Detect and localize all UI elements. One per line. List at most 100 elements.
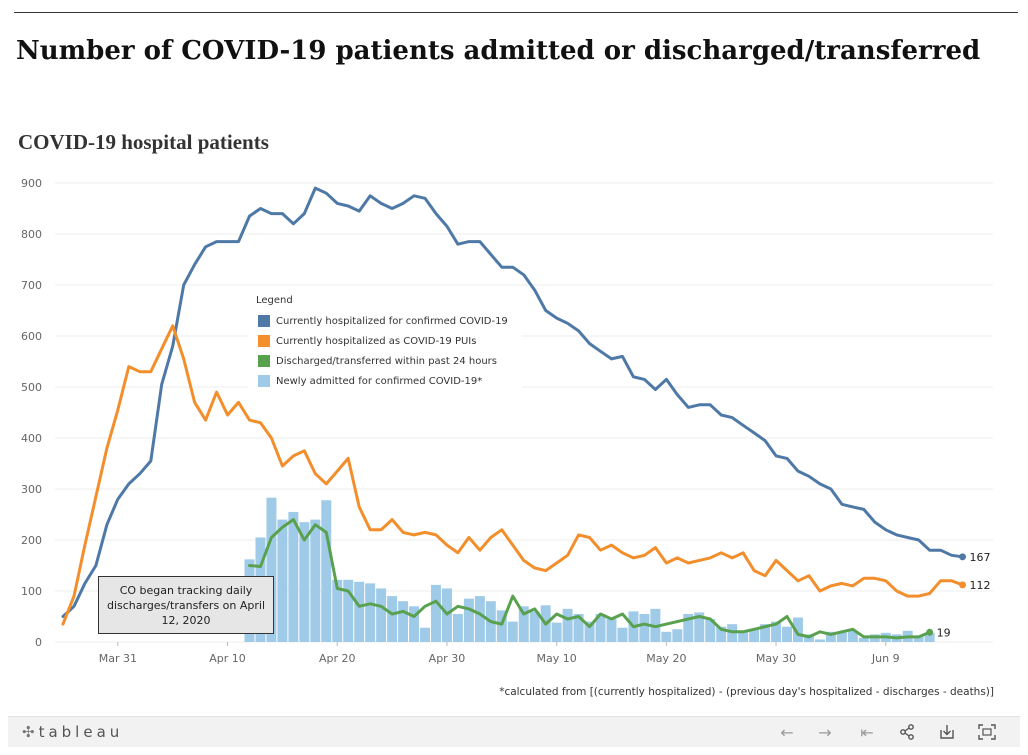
y-tick-label: 900 [21,177,42,190]
admitted-bar [474,596,485,642]
chart-title: COVID-19 hospital patients [18,130,269,154]
admitted-bar [387,596,398,642]
admitted-bar [277,519,288,642]
admitted-bar [617,627,628,642]
admitted-bar [507,621,518,642]
admitted-bar [825,631,836,642]
x-tick-label: Mar 31 [99,652,137,665]
discharged-end-point [926,628,934,636]
admitted-bar [738,630,749,642]
admitted-bar [694,612,705,642]
admitted-bar [343,579,354,642]
admitted-bar [661,631,672,642]
admitted-bar [913,635,924,642]
x-tick-label: May 30 [756,652,796,665]
pui-line [61,324,964,626]
admitted-bar [332,579,343,642]
legend-item-admitted[interactable]: Newly admitted for confirmed COVID-19* [254,371,516,391]
confirmed-end-label: 167 [970,551,991,564]
legend-item-discharged[interactable]: Discharged/transferred within past 24 ho… [254,351,516,371]
legend-label-admitted: Newly admitted for confirmed COVID-19* [276,375,483,387]
footnote: *calculated from [(currently hospitalize… [499,686,994,698]
admitted-bar [420,627,430,642]
tableau-logo[interactable]: ✣ tableau [22,723,123,741]
admitted-bar [584,621,595,642]
discharged-line [248,518,932,640]
admitted-bar [266,497,277,642]
admitted-bar [705,619,716,642]
page-title: Number of COVID-19 patients admitted or … [16,36,981,66]
download-icon[interactable] [934,721,960,743]
tableau-cross-icon: ✣ [22,723,35,741]
top-divider [14,12,1018,13]
legend-swatch-discharged [258,355,270,367]
undo-icon[interactable]: ← [780,722,794,742]
admitted-bar [551,622,562,642]
admitted-bar [354,581,365,642]
y-tick-label: 500 [21,381,42,394]
pui-end-point [959,581,967,589]
admitted-bar [573,613,584,642]
tableau-wordmark: tableau [38,723,124,741]
legend: Legend Currently hospitalized for confir… [248,291,522,397]
share-icon[interactable] [894,721,920,743]
admitted-bar [288,511,299,642]
admitted-bar [299,522,310,642]
admitted-bar [496,610,507,642]
x-tick-label: Jun 9 [871,652,900,665]
legend-label-pui: Currently hospitalized as COVID-19 PUIs [276,335,477,347]
legend-item-confirmed[interactable]: Currently hospitalized for confirmed COV… [254,311,516,331]
legend-title: Legend [256,295,293,306]
y-tick-label: 800 [21,228,42,241]
x-tick-label: Apr 30 [429,652,466,665]
admitted-bar [672,629,683,642]
admitted-bar [376,588,387,642]
admitted-bar [562,608,573,642]
x-tick-label: Apr 20 [319,652,356,665]
x-tick-label: Apr 10 [209,652,246,665]
y-tick-label: 100 [21,585,42,598]
admitted-bar [716,626,727,642]
admitted-bar [409,606,420,642]
admitted-bar [771,621,782,642]
admitted-bar [452,613,463,642]
admitted-bar [529,611,540,642]
admitted-bar [321,500,332,642]
y-tick-label: 400 [21,432,42,445]
legend-label-discharged: Discharged/transferred within past 24 ho… [276,355,498,367]
fullscreen-icon[interactable] [974,721,1000,743]
pui-end-label: 112 [970,579,991,592]
y-tick-label: 0 [35,636,42,649]
admitted-bar [749,629,760,642]
admitted-bar [924,632,935,642]
discharged-end-label: 19 [937,626,951,639]
admitted-bar [793,617,803,642]
legend-swatch-confirmed [258,315,270,327]
x-tick-label: May 10 [537,652,577,665]
x-tick-label: May 20 [646,652,686,665]
y-tick-label: 600 [21,330,42,343]
legend-item-pui[interactable]: Currently hospitalized as COVID-19 PUIs [254,331,516,351]
admitted-bar [365,583,376,642]
confirmed-end-point [959,553,967,561]
admitted-bar [463,598,474,642]
admitted-bar [310,519,321,642]
redo-icon[interactable]: → [818,722,832,742]
admitted-bar [782,626,793,642]
admitted-bar [847,630,858,642]
legend-swatch-pui [258,335,270,347]
y-tick-label: 200 [21,534,42,547]
tracking-annotation: CO began tracking daily discharges/trans… [98,576,274,634]
revert-icon[interactable]: ⇤ [860,722,874,742]
admitted-bar [430,584,441,642]
y-tick-label: 300 [21,483,42,496]
admitted-bar [606,619,617,642]
legend-swatch-admitted [258,375,270,387]
admitted-bar [836,631,847,642]
tableau-toolbar: ✣ tableau ← → ⇤ [8,716,1020,747]
y-tick-label: 700 [21,279,42,292]
confirmed-line [61,186,964,618]
admitted-bar [760,624,771,642]
admitted-bar [683,613,694,642]
admitted-bar [595,613,606,642]
